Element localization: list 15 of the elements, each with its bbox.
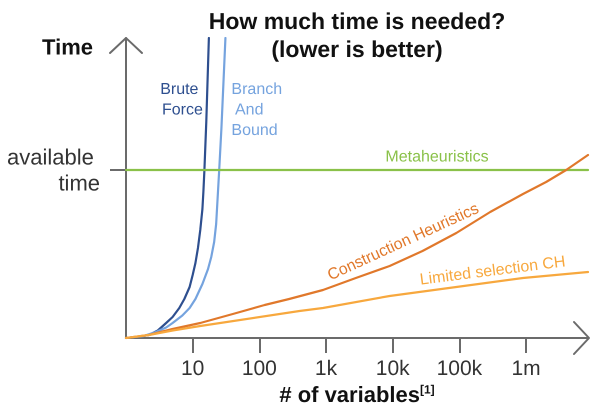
x-tick-label: 1m xyxy=(511,357,541,380)
annotation: available time xyxy=(7,144,100,196)
chart-title: How much time is needed? xyxy=(208,8,506,34)
x-tick-label: 10k xyxy=(376,357,410,380)
x-tick-label: 1k xyxy=(314,357,338,380)
text: Limited selection CH xyxy=(418,253,566,289)
series-label: Brute Force xyxy=(160,80,203,118)
x-tick-label: 100k xyxy=(436,357,483,380)
series-label: Branch And Bound xyxy=(231,80,282,139)
series-label: Metaheuristics xyxy=(385,148,489,166)
x-tick-label: 100 xyxy=(242,357,277,380)
y-axis-title: Time xyxy=(42,34,93,60)
x-tick-label: 10 xyxy=(180,357,204,380)
chart-subtitle: (lower is better) xyxy=(271,36,443,62)
x-axis-title: # of variables$^{[1]}$ xyxy=(279,382,435,408)
